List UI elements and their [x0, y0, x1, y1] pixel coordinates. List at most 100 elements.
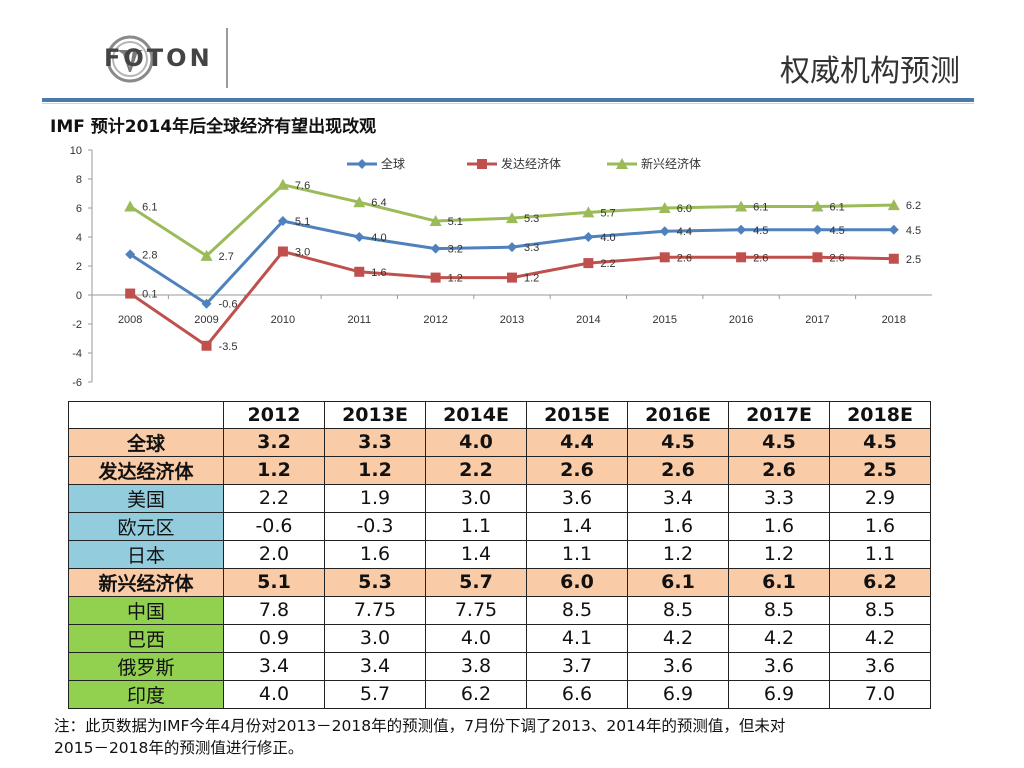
- value-cell: 3.0: [324, 623, 426, 653]
- data-point: [506, 212, 518, 224]
- table-row: 中国 7.8 7.75 7.75 8.5 8.5 8.5 8.5: [68, 595, 931, 625]
- table-row: 欧元区 -0.6 -0.3 1.1 1.4 1.6 1.6 1.6: [68, 511, 931, 541]
- data-label: 5.7: [600, 207, 615, 219]
- legend-label: 全球: [381, 156, 405, 171]
- header-year-cell: 2016E: [627, 401, 729, 429]
- data-label: 2.2: [600, 258, 615, 270]
- data-label: 2.6: [753, 252, 768, 264]
- data-label: 0.1: [142, 289, 157, 301]
- x-tick-label: 2011: [347, 314, 371, 326]
- x-tick-label: 2015: [652, 314, 676, 326]
- x-tick-label: 2012: [423, 314, 447, 326]
- value-cell: 3.2: [223, 427, 325, 457]
- value-cell: 4.2: [728, 623, 830, 653]
- data-label: 6.0: [677, 203, 692, 215]
- table-row: 美国 2.2 1.9 3.0 3.6 3.4 3.3 2.9: [68, 483, 931, 513]
- header-year-cell: 2018E: [829, 401, 931, 429]
- value-cell: 3.3: [324, 427, 426, 457]
- data-label: 4.0: [371, 232, 386, 244]
- value-cell: 4.4: [526, 427, 628, 457]
- growth-line-chart: -6 -4 -2 0 2 4 6 8 10 2008 2009 2010 2011 2012 2013 201…: [70, 145, 932, 389]
- value-cell: 1.9: [324, 483, 426, 513]
- value-cell: 5.3: [324, 567, 426, 597]
- y-tick-label: -2: [72, 319, 82, 331]
- data-label: 6.1: [753, 202, 768, 214]
- value-cell: 0.9: [223, 623, 325, 653]
- data-label: 4.0: [600, 232, 615, 244]
- data-point: [582, 206, 595, 218]
- data-point: [735, 200, 748, 212]
- legend-marker: [357, 159, 367, 169]
- data-point: [201, 340, 212, 351]
- data-label: 2.6: [829, 252, 844, 264]
- header-year-cell: 2014E: [425, 401, 527, 429]
- row-label-cell: 中国: [68, 595, 224, 625]
- data-point: [276, 178, 289, 190]
- value-cell: 2.0: [223, 539, 325, 569]
- x-tick-label: 2016: [729, 314, 753, 326]
- data-point: [658, 202, 671, 213]
- data-label: 5.3: [524, 213, 539, 225]
- row-label-cell: 新兴经济体: [68, 567, 224, 597]
- value-cell: 3.6: [627, 651, 729, 681]
- value-cell: 2.2: [425, 455, 527, 485]
- data-label: 4.5: [906, 225, 921, 237]
- value-cell: -0.3: [324, 511, 426, 541]
- value-cell: 6.6: [526, 679, 628, 709]
- value-cell: 6.2: [425, 679, 527, 709]
- value-cell: 4.2: [829, 623, 931, 653]
- table-row: 日本 2.0 1.6 1.4 1.1 1.2 1.2 1.1: [68, 539, 931, 569]
- y-tick-label: -4: [72, 348, 82, 360]
- value-cell: 4.2: [627, 623, 729, 653]
- header-divider: [226, 28, 228, 88]
- data-point: [354, 266, 365, 277]
- x-tick-label: 2018: [882, 314, 906, 326]
- value-cell: 7.0: [829, 679, 931, 709]
- value-cell: 3.0: [425, 483, 527, 513]
- header-accent-bar: [42, 98, 974, 102]
- value-cell: 7.8: [223, 595, 325, 625]
- row-label-cell: 全球: [68, 427, 224, 457]
- value-cell: 2.6: [627, 455, 729, 485]
- value-cell: 1.6: [627, 511, 729, 541]
- data-point: [277, 216, 288, 227]
- data-label: 6.2: [906, 200, 921, 212]
- data-point: [888, 253, 899, 264]
- legend-label: 发达经济体: [501, 156, 561, 171]
- x-tick-label: 2013: [500, 314, 524, 326]
- value-cell: 3.6: [728, 651, 830, 681]
- value-cell: 2.9: [829, 483, 931, 513]
- header-year-cell: 2013E: [324, 401, 426, 429]
- footnote: 注：此页数据为IMF今年4月份对2013－2018年的预测值，7月份下调了201…: [54, 715, 984, 759]
- value-cell: 1.6: [728, 511, 830, 541]
- y-tick-label: 8: [76, 174, 82, 186]
- y-tick-label: 6: [76, 203, 82, 215]
- value-cell: 3.7: [526, 651, 628, 681]
- data-label: 5.1: [295, 216, 310, 228]
- value-cell: 4.5: [627, 427, 729, 457]
- data-point: [812, 224, 823, 235]
- data-label: 6.1: [829, 202, 844, 214]
- table-row: 新兴经济体 5.1 5.3 5.7 6.0 6.1 6.1 6.2: [68, 567, 931, 597]
- legend-marker: [477, 159, 487, 169]
- data-point: [583, 232, 594, 242]
- data-point: [430, 243, 441, 254]
- value-cell: 1.2: [223, 455, 325, 485]
- y-tick-label: 10: [70, 145, 82, 157]
- value-cell: 6.0: [526, 567, 628, 597]
- y-tick-label: 4: [76, 232, 82, 244]
- value-cell: 1.1: [829, 539, 931, 569]
- data-label: 4.4: [677, 226, 692, 238]
- value-cell: 6.9: [728, 679, 830, 709]
- header-accent-line: [42, 103, 974, 104]
- data-label: 3.0: [295, 247, 310, 259]
- data-label: 3.2: [448, 244, 463, 256]
- table-row: 全球 3.2 3.3 4.0 4.4 4.5 4.5 4.5: [68, 427, 931, 457]
- data-point: [277, 246, 288, 257]
- data-label: 6.4: [371, 197, 386, 209]
- data-point: [736, 252, 747, 263]
- value-cell: 2.6: [728, 455, 830, 485]
- value-cell: 8.5: [526, 595, 628, 625]
- series-line-0: [129, 219, 894, 306]
- table-row: 巴西 0.9 3.0 4.0 4.1 4.2 4.2 4.2: [68, 623, 931, 653]
